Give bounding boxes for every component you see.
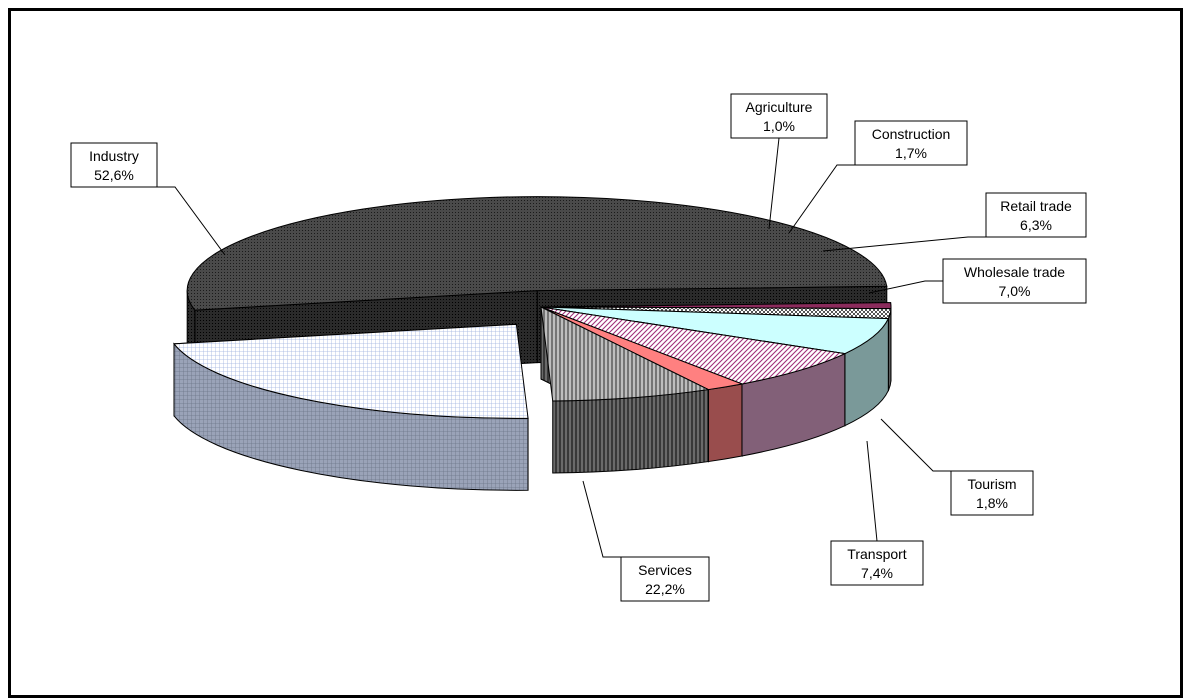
slice-label-retail-trade: Retail trade	[1000, 198, 1072, 214]
slice-side	[708, 384, 742, 462]
leader-line-retail-trade	[823, 237, 986, 251]
slice-value-agriculture: 1,0%	[763, 118, 795, 134]
slice-value-retail-trade: 6,3%	[1020, 217, 1052, 233]
slice-value-industry: 52,6%	[94, 167, 134, 183]
leader-line-transport	[867, 441, 877, 541]
slice-value-wholesale-trade: 7,0%	[999, 283, 1031, 299]
chart-frame: Industry 52,6% Agriculture 1,0% Construction…	[8, 8, 1183, 698]
slice-label-construction: Construction	[872, 126, 951, 142]
slice-value-services: 22,2%	[645, 581, 685, 597]
slice-label-agriculture: Agriculture	[746, 99, 813, 115]
pie-slice-services	[174, 324, 528, 490]
leader-line-industry	[157, 187, 225, 255]
slice-label-industry: Industry	[89, 148, 139, 164]
pie-slices	[174, 197, 891, 491]
pie-chart: Industry 52,6% Agriculture 1,0% Construction…	[11, 11, 1180, 695]
slice-label-wholesale-trade: Wholesale trade	[964, 264, 1065, 280]
leader-line-tourism	[881, 419, 951, 471]
slice-label-transport: Transport	[847, 546, 907, 562]
leader-line-construction	[789, 165, 855, 233]
slice-value-transport: 7,4%	[861, 565, 893, 581]
slice-label-tourism: Tourism	[967, 476, 1016, 492]
slice-value-tourism: 1,8%	[976, 495, 1008, 511]
slice-label-services: Services	[638, 562, 692, 578]
leader-line-services	[583, 481, 621, 557]
leader-line-agriculture	[769, 138, 779, 229]
slice-side	[553, 390, 709, 473]
slice-value-construction: 1,7%	[895, 145, 927, 161]
